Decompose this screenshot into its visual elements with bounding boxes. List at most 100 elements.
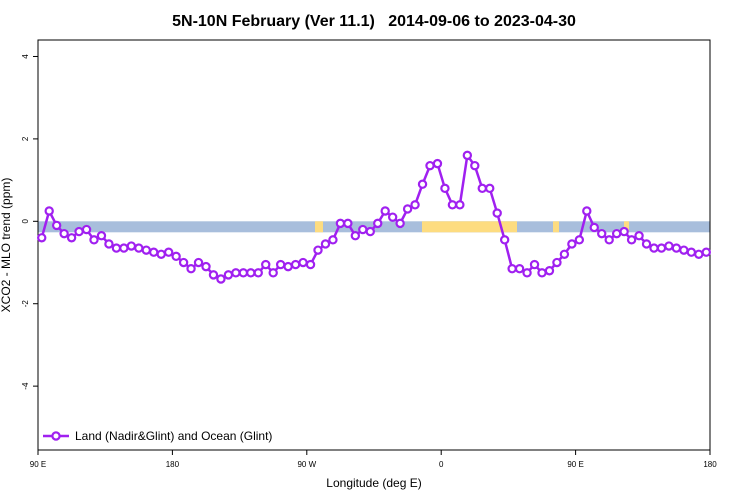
data-point <box>223 270 234 280</box>
data-point <box>529 259 540 270</box>
data-point <box>156 249 166 259</box>
data-point <box>649 243 659 253</box>
chart-title: 5N-10N February (Ver 11.1) 2014-09-06 to… <box>172 13 576 30</box>
data-point <box>619 226 629 237</box>
data-point <box>686 247 697 257</box>
data-point <box>380 206 390 216</box>
data-point <box>701 247 711 257</box>
data-point <box>574 235 585 245</box>
data-point <box>432 158 443 169</box>
data-point <box>96 231 107 241</box>
data-point <box>358 224 368 235</box>
data-point <box>171 251 181 262</box>
data-point <box>522 268 532 278</box>
legend-label: Land (Nadir&Glint) and Ocean (Glint) <box>75 429 272 443</box>
data-point <box>455 200 465 210</box>
data-point <box>425 160 435 171</box>
data-point <box>656 243 667 253</box>
x-tick-label: 90 E <box>567 460 583 469</box>
data-point <box>89 235 99 245</box>
data-point <box>387 212 398 222</box>
data-point <box>305 259 316 270</box>
data-point <box>104 239 114 249</box>
data-point <box>582 206 592 216</box>
data-point <box>365 226 375 237</box>
data-point <box>81 224 92 235</box>
data-point <box>492 208 502 218</box>
data-point <box>544 266 555 276</box>
data-point <box>290 259 301 270</box>
data-point <box>313 245 323 255</box>
data-point <box>253 268 263 278</box>
data-point <box>485 183 495 194</box>
data-point <box>567 239 577 249</box>
data-point <box>634 231 644 241</box>
data-point <box>589 222 599 233</box>
data-point <box>343 218 353 229</box>
data-point <box>66 233 77 243</box>
data-point <box>499 235 510 245</box>
land-patch <box>422 221 517 233</box>
data-point <box>402 204 413 214</box>
series-line <box>40 152 707 281</box>
data-point <box>238 268 249 278</box>
data-point <box>477 183 487 194</box>
y-tick-label: 2 <box>21 136 30 141</box>
data-point <box>126 241 137 251</box>
data-point <box>373 218 383 229</box>
y-tick-label: -4 <box>21 382 30 390</box>
legend-marker <box>51 431 61 441</box>
data-point <box>37 233 47 243</box>
data-point <box>559 249 570 259</box>
data-point <box>141 245 151 255</box>
x-tick-label: 90 W <box>297 460 316 469</box>
data-point <box>283 261 293 272</box>
data-point <box>470 160 480 171</box>
data-point <box>178 257 189 268</box>
data-point <box>320 239 331 249</box>
data-point <box>395 218 405 229</box>
data-point <box>275 259 286 270</box>
data-point <box>246 268 256 278</box>
data-point <box>149 247 159 257</box>
x-axis-label: Longitude (deg E) <box>326 476 421 490</box>
data-point <box>597 228 607 239</box>
y-tick-label: 4 <box>21 54 30 59</box>
data-point <box>231 268 241 278</box>
data-point <box>537 268 547 278</box>
data-point <box>163 247 174 257</box>
y-axis-label: XCO2 - MLO trend (ppm) <box>0 178 13 313</box>
data-point <box>641 239 652 249</box>
data-point <box>447 200 458 210</box>
data-point <box>59 228 69 239</box>
data-point <box>410 200 420 210</box>
data-point <box>328 235 338 245</box>
data-point <box>208 270 219 280</box>
data-point <box>462 150 473 161</box>
data-point <box>694 249 704 259</box>
data-point <box>111 243 122 253</box>
data-point <box>552 257 562 268</box>
data-point <box>134 243 144 253</box>
data-point <box>417 179 428 189</box>
x-tick-label: 0 <box>439 460 444 469</box>
data-point <box>335 218 346 229</box>
data-point <box>268 268 278 278</box>
data-point <box>119 243 129 253</box>
data-point <box>350 231 361 241</box>
x-tick-label: 180 <box>166 460 180 469</box>
data-point <box>216 274 226 284</box>
data-point <box>298 257 308 268</box>
data-point <box>44 206 54 216</box>
land-patch <box>553 221 559 233</box>
data-point <box>626 235 637 245</box>
data-point <box>201 261 211 272</box>
data-point <box>514 263 525 274</box>
data-point <box>74 226 84 237</box>
data-point <box>261 259 271 270</box>
land-patch <box>315 221 323 233</box>
data-point <box>679 245 689 255</box>
x-tick-label: 180 <box>703 460 717 469</box>
data-point <box>51 220 62 231</box>
